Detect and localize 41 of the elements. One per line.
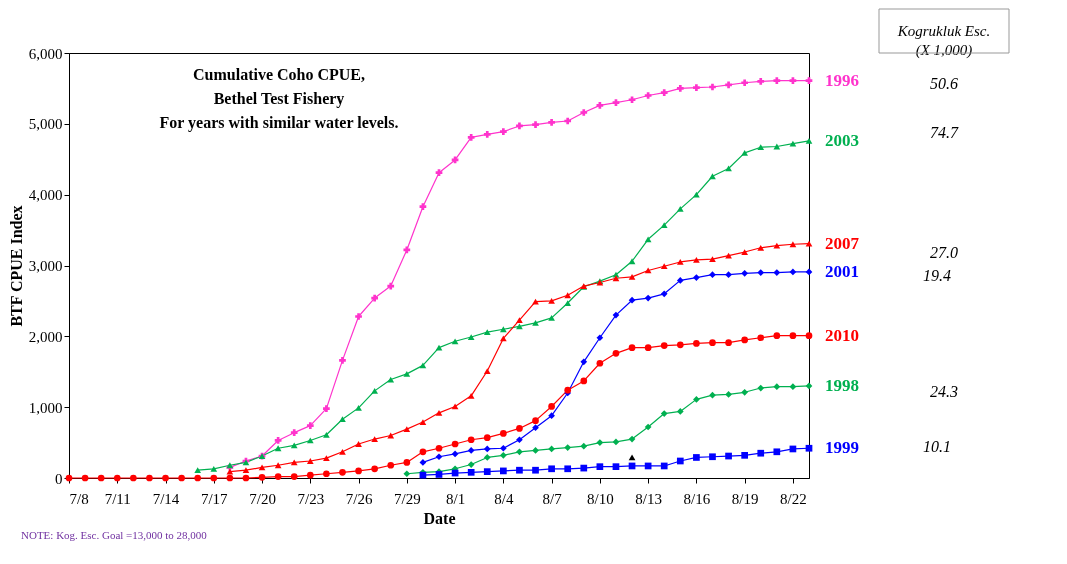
y-axis-title: BTF CPUE Index <box>7 205 25 327</box>
series-label: 2007 <box>825 233 860 253</box>
series-label: 2010 <box>825 325 859 345</box>
series-label: 1999 <box>825 438 859 458</box>
x-tick-label: 7/14 <box>152 490 180 507</box>
x-tick-label: 8/13 <box>635 490 662 507</box>
text: Cumulative Coho CPUE, Bethel Test Fishery For years with similar water levels. <box>159 66 399 132</box>
x-tick-label: 8/22 <box>780 490 807 507</box>
text: 19.4 <box>923 267 951 285</box>
y-tick-label: 1,000 <box>28 399 63 416</box>
x-tick-label: 8/16 <box>683 490 711 507</box>
x-tick-label: 8/19 <box>731 490 759 507</box>
y-tick-label: 0 <box>55 470 63 487</box>
x-tick-label: 7/20 <box>249 490 276 507</box>
series-label: 2003 <box>825 130 859 150</box>
x-tick-label: 7/11 <box>104 490 131 507</box>
x-tick-label: 8/4 <box>494 490 514 507</box>
text: 74.7 <box>930 123 959 141</box>
x-axis-title: Date <box>423 509 456 527</box>
y-tick-label: 2,000 <box>28 328 63 345</box>
x-tick-label: 8/1 <box>446 490 466 507</box>
series-label: 1996 <box>825 70 859 90</box>
y-tick-label: 6,000 <box>28 45 63 62</box>
x-tick-label: 7/29 <box>393 490 421 507</box>
text: 50.6 <box>930 74 958 92</box>
x-tick-label: 7/23 <box>297 490 325 507</box>
text: 10.1 <box>923 438 951 456</box>
text: 27.0 <box>930 243 958 261</box>
y-tick-label: 3,000 <box>28 258 63 274</box>
series-label: 2001 <box>825 261 859 281</box>
series-label: 1998 <box>825 375 859 395</box>
x-tick-label: 7/8 <box>69 490 89 507</box>
y-tick-label: 5,000 <box>28 116 63 133</box>
x-tick-label: 7/26 <box>345 490 373 507</box>
text: NOTE: Kog. Esc. Goal =13,000 to 28,000 <box>21 529 208 541</box>
text: Kogrukluk Esc. (X 1,000) <box>896 23 991 59</box>
x-tick-label: 8/10 <box>587 490 614 507</box>
x-tick-label: 8/7 <box>542 490 563 507</box>
text: 24.3 <box>930 382 958 400</box>
x-tick-label: 7/17 <box>200 490 229 507</box>
y-tick-label: 4,000 <box>28 187 63 204</box>
